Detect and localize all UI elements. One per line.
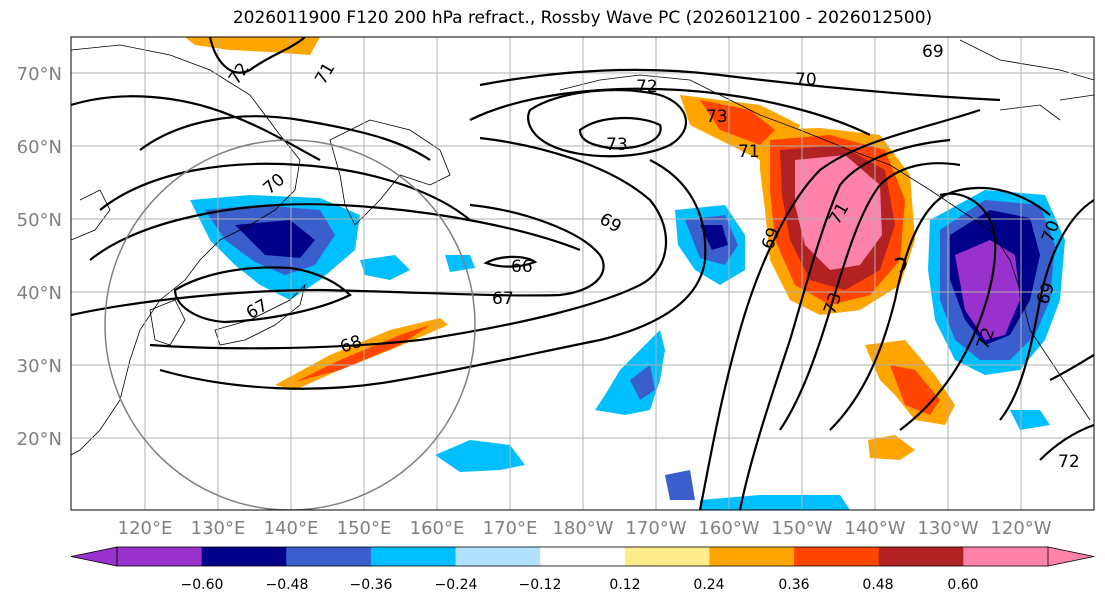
lon-label: 160°E [410, 518, 465, 539]
contour-label: 72 [636, 77, 658, 97]
contour-label: 71 [738, 142, 760, 162]
contour-label: 69 [922, 42, 944, 62]
map-frame [70, 36, 1095, 511]
lat-label: 60°N [17, 137, 62, 158]
lon-label: 120°W [990, 518, 1051, 539]
lon-label: 170°E [483, 518, 538, 539]
map-panel: 72 71 72 70 69 73 73 71 70 69 66 67 67 6… [71, 37, 1094, 510]
contour-label: 67 [492, 289, 514, 309]
longitude-labels: 120°E 130°E 140°E 150°E 160°E 170°E 180°… [118, 518, 1052, 539]
colorbar-boxes [117, 547, 1049, 566]
colorbar-frame [116, 546, 1049, 567]
colorbar-box [794, 547, 880, 566]
colorbar-box [117, 547, 203, 566]
lat-label: 30°N [17, 356, 62, 377]
lon-label: 160°W [698, 518, 759, 539]
lon-label: 150°E [337, 518, 392, 539]
contour-label: 73 [606, 135, 628, 155]
colorbar-box [201, 547, 287, 566]
lat-label: 40°N [17, 283, 62, 304]
reference-circle [104, 139, 476, 510]
colorbar-upper-extension [1047, 546, 1095, 567]
lat-label: 70°N [17, 64, 62, 85]
lon-label: 140°W [844, 518, 905, 539]
colorbar-box [540, 547, 626, 566]
chart-title: 2026011900 F120 200 hPa refract., Rossby… [232, 8, 933, 28]
lon-label: 180°W [552, 518, 613, 539]
colorbar-tick-label: −0.60 [181, 577, 224, 593]
colorbar-tick-label: −0.48 [266, 577, 309, 593]
colorbar-tick-label: 0.48 [862, 577, 893, 593]
colorbar-tick-label: 0.24 [693, 577, 724, 593]
colorbar-box [286, 547, 372, 566]
colorbar-box [370, 547, 457, 566]
colorbar-tick-label: −0.12 [519, 577, 562, 593]
contour-label: 72 [1058, 452, 1080, 472]
contour-label: 73 [706, 107, 728, 127]
colorbar-box [455, 547, 541, 566]
contour-label: 70 [795, 70, 817, 90]
positive-shading [185, 37, 955, 460]
colorbar-tick-label: −0.24 [435, 577, 478, 593]
colorbar-tick-label: 0.12 [609, 577, 640, 593]
contour-label: 66 [511, 257, 533, 277]
lat-label: 20°N [17, 429, 62, 450]
lon-label: 130°W [917, 518, 978, 539]
colorbar-tick-label: 0.36 [778, 577, 809, 593]
coastlines [71, 39, 1094, 456]
colorbar-box [963, 547, 1049, 566]
latitude-labels: 70°N 60°N 50°N 40°N 30°N 20°N [17, 64, 62, 450]
lon-label: 170°W [625, 518, 686, 539]
colorbar-box [624, 547, 710, 566]
lon-label: 150°W [771, 518, 832, 539]
lat-label: 50°N [17, 210, 62, 231]
colorbar-lower-extension [70, 546, 118, 567]
contour-lines [71, 37, 1094, 510]
colorbar: −0.60 −0.48 −0.36 −0.24 −0.12 0.12 0.24 … [70, 546, 1095, 593]
colorbar-box [878, 547, 964, 566]
lon-label: 120°E [118, 518, 173, 539]
colorbar-tick-label: −0.36 [350, 577, 393, 593]
lon-label: 140°E [264, 518, 319, 539]
lon-label: 130°E [191, 518, 246, 539]
colorbar-tick-label: 0.60 [947, 577, 978, 593]
colorbar-box [709, 547, 795, 566]
